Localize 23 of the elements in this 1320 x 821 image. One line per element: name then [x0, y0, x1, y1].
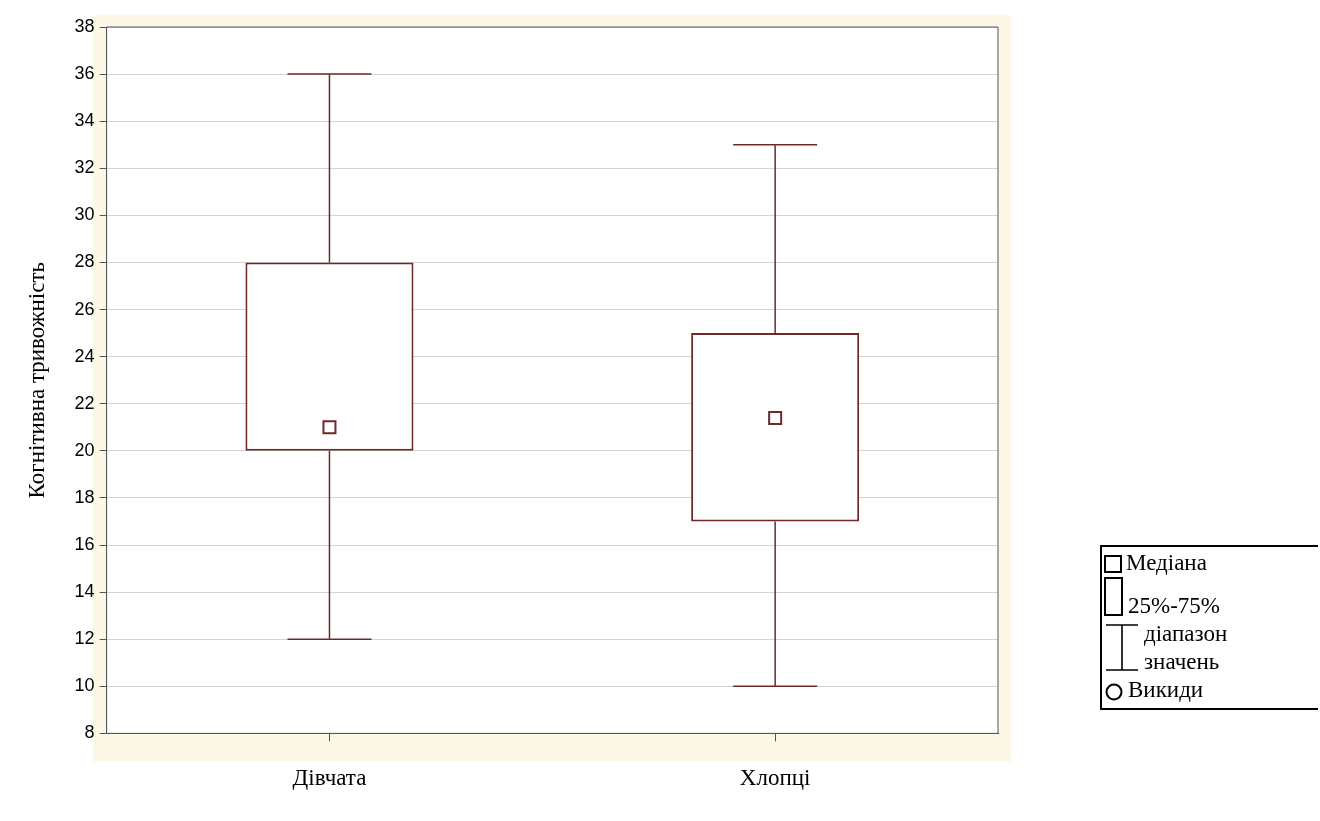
y-tick-label: 34	[74, 110, 95, 131]
y-tick-label: 12	[74, 628, 95, 649]
y-tick-label: 18	[74, 486, 95, 507]
y-tick-label: 8	[84, 722, 95, 743]
y-tick-label: 22	[74, 392, 95, 413]
y-tick-label: 32	[74, 157, 95, 178]
text: 25%-75%	[1128, 592, 1220, 620]
y-tick-label: 38	[74, 15, 95, 36]
x-tick-label: Дівчата	[292, 765, 367, 791]
y-tick-label: 14	[74, 581, 95, 602]
y-axis-title: Когнітивна тривожність	[23, 261, 49, 499]
y-tick-label: 16	[74, 534, 95, 554]
y-tick-label: 30	[74, 204, 95, 225]
x-tick-label: Хлопці	[739, 765, 811, 791]
text: Медіана	[1126, 549, 1207, 577]
text: Викиди	[1128, 676, 1204, 704]
y-tick-label: 26	[74, 298, 95, 319]
y-tick-label: 28	[74, 251, 95, 272]
y-tick-label: 36	[74, 63, 95, 84]
text: діапазон значень	[1144, 620, 1229, 676]
y-tick-label: 24	[74, 345, 95, 366]
y-tick-label: 20	[74, 439, 95, 460]
y-tick-label: 10	[74, 675, 95, 696]
